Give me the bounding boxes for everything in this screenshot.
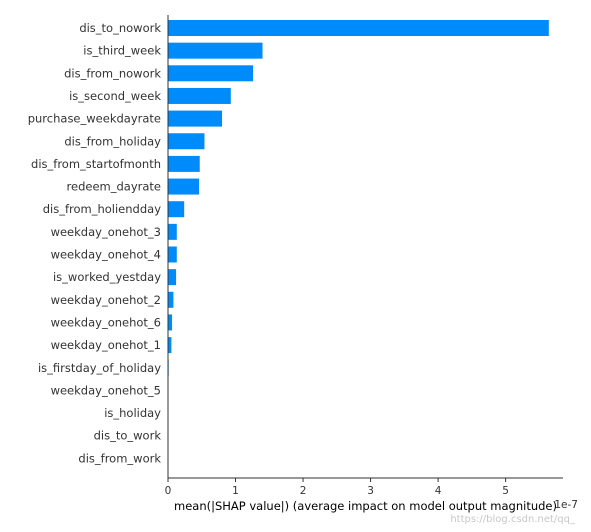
feature-label: is_worked_yestday	[53, 270, 161, 284]
feature-label: weekday_onehot_3	[51, 225, 161, 239]
feature-label: dis_from_work	[78, 451, 161, 465]
bar-is-third-week	[168, 43, 263, 59]
bar-dis-from-startofmonth	[168, 156, 200, 172]
bar-weekday-onehot-1	[168, 337, 171, 353]
bar-is-second-week	[168, 88, 231, 104]
feature-label: is_second_week	[69, 89, 161, 103]
feature-label: weekday_onehot_6	[51, 315, 161, 329]
feature-label: is_holiday	[104, 406, 161, 420]
feature-label: dis_to_work	[94, 429, 162, 443]
bar-dis-from-holiendday	[168, 201, 184, 217]
x-ticks-group: 0 1 2 3 4 5	[165, 478, 509, 497]
feature-label: weekday_onehot_4	[51, 248, 161, 262]
bar-dis-from-holiday	[168, 133, 204, 149]
feature-label: redeem_dayrate	[67, 180, 161, 194]
feature-label: dis_from_holiday	[64, 134, 161, 148]
x-tick-label: 2	[300, 485, 307, 497]
x-tick-label: 1	[232, 485, 239, 497]
feature-label: purchase_weekdayrate	[28, 112, 161, 126]
bars-group	[168, 20, 549, 398]
bar-weekday-onehot-3	[168, 224, 177, 240]
bar-weekday-onehot-6	[168, 314, 172, 330]
x-tick-label: 4	[435, 485, 442, 497]
feature-label: weekday_onehot_5	[51, 383, 161, 397]
feature-label: dis_from_startofmonth	[31, 157, 161, 171]
feature-label: dis_from_nowork	[64, 66, 161, 80]
feature-label: dis_to_nowork	[79, 21, 161, 35]
bar-is-worked-yestday	[168, 269, 176, 285]
feature-label: is_firstday_of_holiday	[38, 361, 161, 375]
bar-dis-to-nowork	[168, 20, 549, 36]
x-tick-label: 3	[367, 485, 374, 497]
x-tick-label: 5	[502, 485, 509, 497]
x-tick-label: 0	[165, 485, 172, 497]
feature-label: dis_from_holiendday	[43, 202, 161, 216]
feature-labels-group: dis_to_nowork is_third_week dis_from_nowor…	[28, 21, 162, 465]
bar-redeem-dayrate	[168, 179, 199, 195]
bar-weekday-onehot-2	[168, 292, 173, 308]
watermark: https://blog.csdn.net/qq_	[450, 514, 576, 525]
bar-dis-from-nowork	[168, 65, 253, 81]
axis-offset-text: 1e-7	[554, 499, 578, 511]
feature-label: weekday_onehot_2	[51, 293, 161, 307]
bar-weekday-onehot-4	[168, 247, 177, 263]
x-axis-label: mean(|SHAP value|) (average impact on mo…	[174, 499, 557, 513]
bar-purchase-weekdayrate	[168, 111, 222, 127]
feature-label: weekday_onehot_1	[51, 338, 161, 352]
feature-label: is_third_week	[83, 44, 161, 58]
